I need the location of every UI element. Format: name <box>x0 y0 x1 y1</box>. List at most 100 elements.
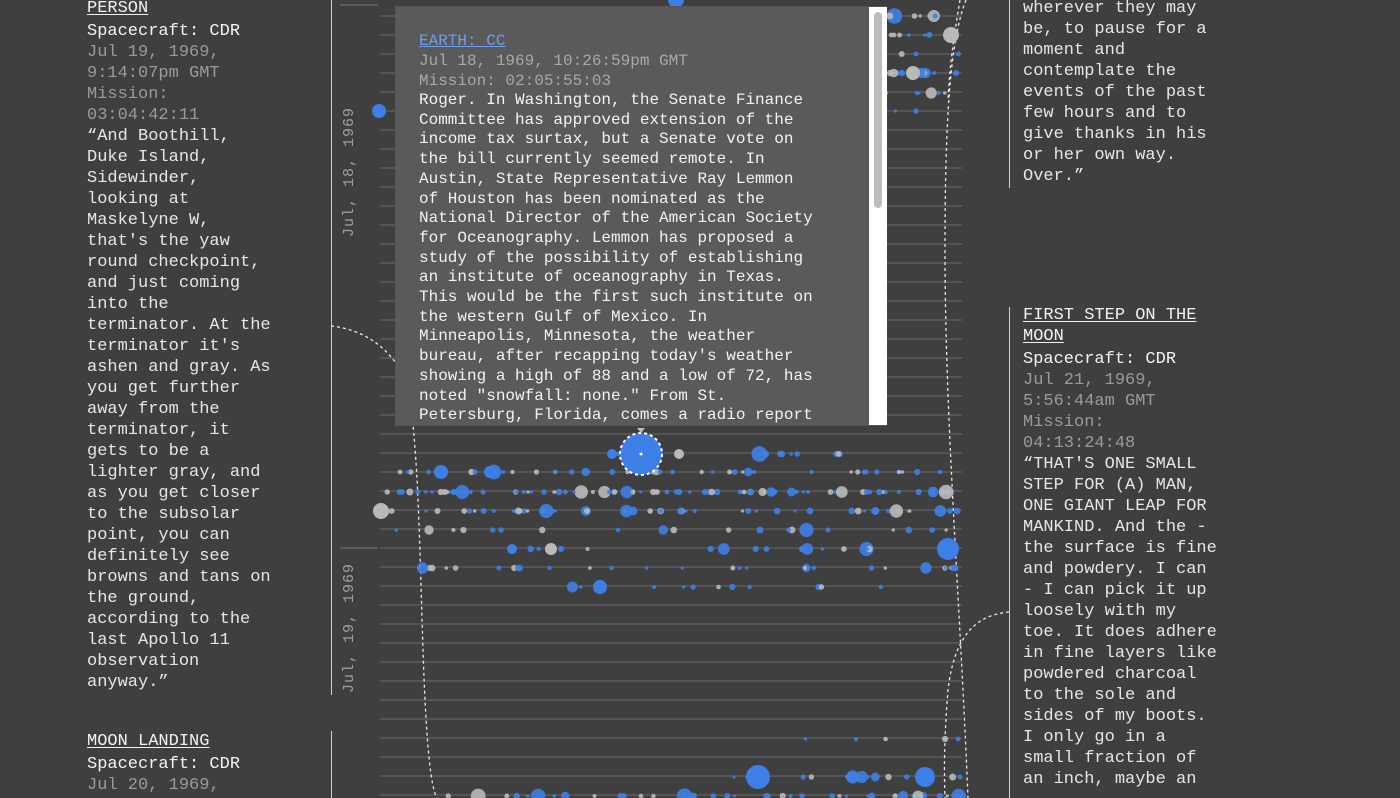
timeline-event-dot <box>480 508 487 514</box>
timeline-event-dot <box>806 507 814 515</box>
timeline-event-dot <box>898 790 909 798</box>
timeline-event-dot <box>789 490 794 494</box>
timeline-event-dot <box>638 793 644 798</box>
card-title-person[interactable]: PERSON <box>87 0 149 18</box>
timeline-event-dot <box>794 451 801 457</box>
timeline-event-dot <box>372 104 386 118</box>
timeline-event-dot <box>751 446 768 462</box>
timeline-event-dot <box>461 508 468 514</box>
timeline-event-dot <box>590 490 595 494</box>
timeline-event-dot <box>588 566 592 570</box>
timeline-event-dot <box>521 490 526 494</box>
timeline-event-dot <box>929 527 936 533</box>
timeline-event-dot <box>408 469 414 475</box>
timeline-event-dot <box>835 451 842 457</box>
timeline-event-dot <box>898 51 905 57</box>
timeline-event-dot <box>879 585 883 589</box>
timeline-event-dot <box>762 490 767 494</box>
timeline-event-dot <box>584 508 590 514</box>
timeline-event-dot <box>567 581 578 593</box>
timeline-event-dot <box>867 489 873 495</box>
timeline-event-dot <box>912 790 924 798</box>
timeline-event-dot <box>688 490 692 494</box>
popup-body-line: the bill currently seemed remote. In <box>419 150 765 169</box>
timeline-event-dot <box>801 490 805 494</box>
timeline-event-dot <box>883 736 888 742</box>
timeline-event-dot <box>514 565 521 571</box>
timeline-event-dot <box>932 71 937 75</box>
timeline-event-dot <box>866 547 870 551</box>
timeline-event-dot <box>639 490 643 494</box>
timeline-event-dot <box>957 774 963 780</box>
timeline-event-dot <box>716 584 721 590</box>
popup-scrollbar[interactable] <box>869 7 887 425</box>
timeline-event-dot <box>920 562 932 574</box>
timeline-event-dot <box>473 509 477 513</box>
timeline-event-dot <box>681 585 686 589</box>
timeline-event-dot <box>820 547 825 551</box>
card-quote: “THAT'S ONE SMALL STEP FOR (A) MAN, ONE … <box>1023 455 1217 789</box>
timeline-event-dot <box>773 507 781 515</box>
timeline-event-dot <box>747 584 752 590</box>
popup-scrollbar-thumb[interactable] <box>874 12 882 208</box>
timeline-event-dot <box>621 793 627 798</box>
popup-title-link[interactable]: EARTH: CC <box>419 32 506 50</box>
timeline-event-dot <box>732 775 736 779</box>
card-title-first-step[interactable]: FIRST STEP ON THE MOON <box>1023 305 1263 347</box>
timeline-event-dot <box>607 449 617 459</box>
timeline-event-dot <box>692 794 697 798</box>
timeline-dots <box>372 0 966 798</box>
timeline-event-dot <box>944 528 948 532</box>
timeline-event-dot <box>745 508 752 514</box>
timeline-event-dot <box>953 70 959 76</box>
timeline-event-dot <box>674 449 684 459</box>
popup-body-line: Minneapolis, Minnesota, the weather <box>419 327 756 346</box>
timeline-event-dot <box>527 545 534 553</box>
card-spacecraft: Spacecraft: CDR <box>1023 350 1177 369</box>
timeline-event-dot <box>943 27 959 43</box>
timeline-event-dot <box>620 485 634 499</box>
timeline-event-dot <box>855 770 868 784</box>
timeline-event-dot <box>926 32 933 38</box>
timeline-event-dot <box>773 490 778 494</box>
timeline-event-dot <box>467 508 473 514</box>
timeline-event-dot <box>766 487 776 497</box>
timeline-event-dot <box>786 527 791 533</box>
card-spacecraft: Spacecraft: CDR <box>87 755 241 774</box>
timeline-event-dot <box>945 794 949 798</box>
transcript-card-first-step: FIRST STEP ON THE MOON Spacecraft: CDR J… <box>1023 305 1263 790</box>
timeline-event-dot <box>915 767 935 787</box>
timeline-event-dot <box>652 585 657 589</box>
timeline-event-dot <box>803 737 808 741</box>
transcript-popup[interactable]: EARTH: CC Jul 18, 1969, 10:26:59pm GMT M… <box>396 7 886 425</box>
timeline-event-dot <box>717 543 730 555</box>
timeline-event-dot <box>730 565 736 571</box>
card-title-moon-landing[interactable]: MOON LANDING <box>87 732 210 751</box>
timeline-event-dot <box>664 489 670 495</box>
timeline-event-dot <box>424 525 434 535</box>
timeline-event-dot <box>913 108 919 114</box>
popup-body-line: noted "snowfall: none." From St. <box>419 386 727 405</box>
timeline-event-dot <box>373 503 389 519</box>
timeline-event-dot <box>750 490 755 494</box>
timeline-event-dot <box>541 489 547 495</box>
timeline-event-dot <box>396 489 402 495</box>
timeline-event-dot <box>943 91 947 95</box>
card-mission-value: 04:13:24:48 <box>1023 434 1136 453</box>
timeline-event-dot <box>740 509 745 513</box>
timeline-event-dot <box>426 469 431 475</box>
timeline-event-dot <box>574 485 588 499</box>
popup-body-line: the western Gulf of Mexico. In <box>419 307 708 326</box>
timeline-event-dot <box>915 488 922 496</box>
timeline-event-dot <box>526 794 530 798</box>
timeline-event-dot <box>526 490 530 494</box>
timeline-event-dot <box>668 0 684 8</box>
timeline-event-dot <box>825 527 831 533</box>
timeline-event-dot <box>510 469 515 475</box>
timeline-event-dot <box>896 508 901 514</box>
popup-body-line: Petersburg, Florida, comes a radio repor… <box>419 406 813 425</box>
timeline-event-dot <box>676 788 693 798</box>
timeline-event-dot <box>793 509 797 513</box>
timeline-event-dot <box>394 528 399 532</box>
timeline-event-dot <box>690 584 696 590</box>
